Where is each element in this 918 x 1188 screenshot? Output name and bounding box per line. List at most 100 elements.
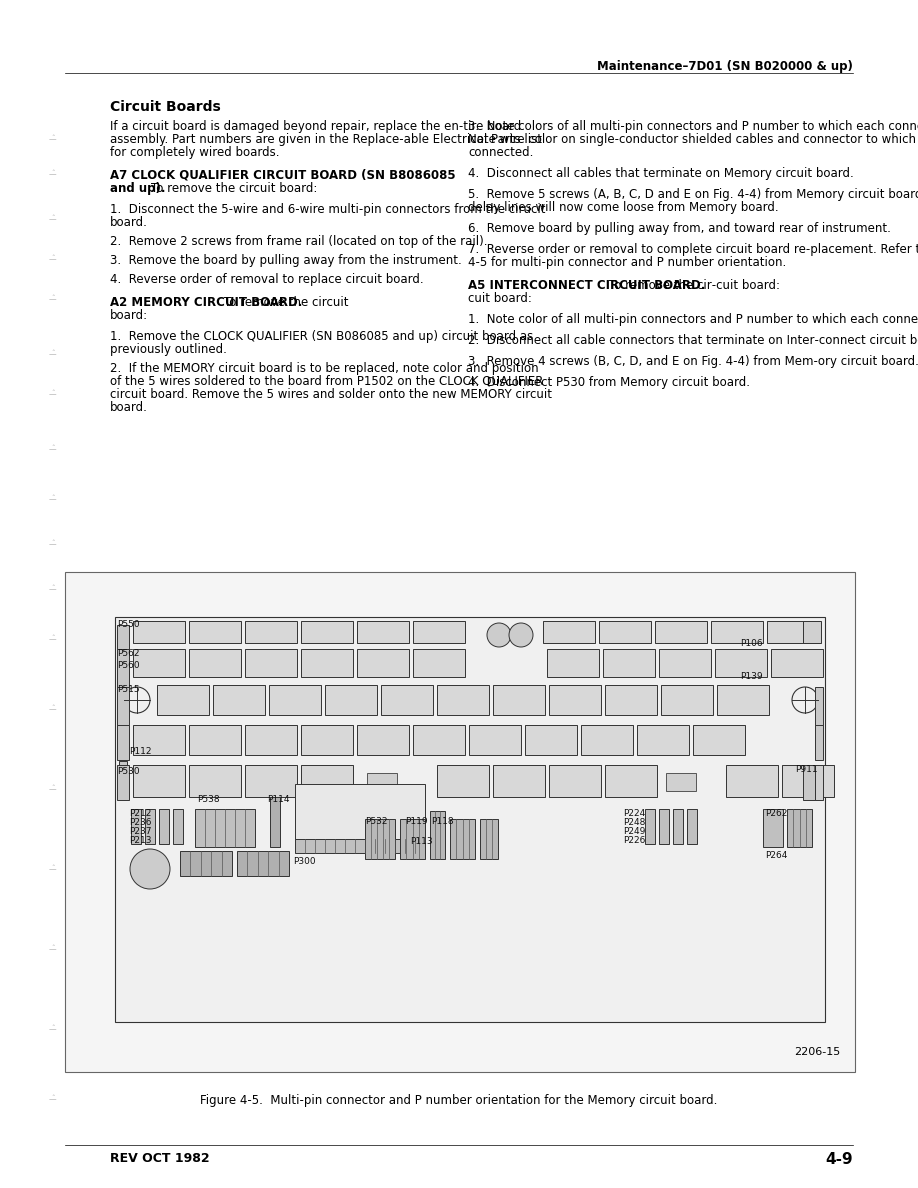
Text: board:: board: — [110, 309, 148, 322]
Bar — [245, 765, 297, 797]
Text: cuit board:: cuit board: — [468, 292, 532, 305]
Text: A2 MEMORY CIRCUIT BOARD.: A2 MEMORY CIRCUIT BOARD. — [110, 296, 307, 309]
Text: —̂: —̂ — [48, 1095, 56, 1105]
Bar — [437, 685, 489, 715]
Text: Note wire color on single-conductor shielded cables and connector to which each : Note wire color on single-conductor shie… — [468, 133, 918, 146]
Bar — [237, 851, 289, 876]
Text: REV OCT 1982: REV OCT 1982 — [110, 1152, 209, 1165]
Bar — [787, 809, 812, 847]
Bar — [133, 725, 185, 756]
Bar — [357, 725, 409, 756]
Text: —̂: —̂ — [48, 636, 56, 645]
Bar — [117, 687, 129, 748]
Text: P562: P562 — [117, 649, 140, 658]
Bar — [655, 621, 707, 643]
Text: P550: P550 — [117, 620, 140, 628]
Text: P139: P139 — [740, 672, 763, 681]
Text: —̂: —̂ — [48, 946, 56, 954]
Bar — [245, 649, 297, 677]
Bar — [450, 819, 475, 859]
Bar — [666, 773, 696, 791]
Bar — [145, 809, 155, 843]
Bar — [815, 725, 823, 760]
Text: 2.  If the MEMORY circuit board is to be replaced, note color and position: 2. If the MEMORY circuit board is to be … — [110, 362, 539, 375]
Text: 2.  Remove 2 screws from frame rail (located on top of the rail).: 2. Remove 2 screws from frame rail (loca… — [110, 235, 487, 248]
Bar — [357, 621, 409, 643]
Circle shape — [130, 849, 170, 889]
Bar — [543, 621, 595, 643]
Bar — [117, 765, 129, 800]
Text: board.: board. — [110, 402, 148, 413]
Text: P538: P538 — [197, 795, 219, 804]
Bar — [687, 809, 697, 843]
Bar — [301, 621, 353, 643]
Bar — [437, 765, 489, 797]
Text: P515: P515 — [117, 685, 140, 694]
Text: —̂: —̂ — [48, 171, 56, 179]
Bar — [367, 773, 397, 791]
Bar — [469, 725, 521, 756]
Bar — [605, 685, 657, 715]
Bar — [270, 797, 280, 847]
Bar — [189, 765, 241, 797]
Text: To remove the cir­cuit board:: To remove the cir­cuit board: — [609, 279, 780, 292]
Text: P300: P300 — [293, 857, 316, 866]
Bar — [133, 765, 185, 797]
Text: —̂: —̂ — [48, 541, 56, 550]
Text: 3.  Remove 4 screws (B, C, D, and E on Fig. 4-4) from Mem­ory circuit board.: 3. Remove 4 screws (B, C, D, and E on Fi… — [468, 355, 918, 368]
Bar — [815, 765, 823, 800]
Bar — [189, 649, 241, 677]
Text: P530: P530 — [117, 767, 140, 776]
Text: —̂: —̂ — [48, 1025, 56, 1035]
Text: P911: P911 — [795, 765, 818, 775]
Text: P212: P212 — [129, 809, 151, 819]
Bar — [480, 819, 498, 859]
Text: Circuit Boards: Circuit Boards — [110, 100, 220, 114]
Bar — [195, 809, 255, 847]
Bar — [301, 725, 353, 756]
Bar — [661, 685, 713, 715]
Bar — [599, 621, 651, 643]
Text: P119: P119 — [405, 817, 428, 826]
Text: —̂: —̂ — [48, 296, 56, 304]
Bar — [295, 784, 425, 839]
Bar — [245, 621, 297, 643]
Text: 4-9: 4-9 — [825, 1152, 853, 1167]
Text: P264: P264 — [765, 851, 788, 860]
Bar — [581, 725, 633, 756]
Bar — [400, 819, 425, 859]
Text: 3.  Remove the board by pulling away from the instrument.: 3. Remove the board by pulling away from… — [110, 254, 462, 267]
Bar — [693, 725, 745, 756]
Bar — [189, 725, 241, 756]
Bar — [605, 765, 657, 797]
Text: circuit board. Remove the 5 wires and solder onto the new MEMORY circuit: circuit board. Remove the 5 wires and so… — [110, 388, 552, 402]
Text: 4.  Disconnect P530 from Memory circuit board.: 4. Disconnect P530 from Memory circuit b… — [468, 375, 750, 388]
Bar — [301, 765, 353, 797]
Circle shape — [509, 623, 533, 647]
Bar — [549, 685, 601, 715]
Bar — [117, 625, 129, 693]
Bar — [131, 809, 141, 843]
Text: 1.  Note color of all multi-pin connectors and P number to which each connects.: 1. Note color of all multi-pin connector… — [468, 312, 918, 326]
Text: P249: P249 — [623, 827, 645, 836]
Text: —̂: —̂ — [48, 866, 56, 874]
Bar — [659, 649, 711, 677]
Text: P532: P532 — [365, 817, 387, 826]
Bar — [133, 649, 185, 677]
Bar — [803, 765, 815, 800]
Bar — [717, 685, 769, 715]
Text: 2.  Disconnect all cable connectors that terminate on Inter­connect circuit boar: 2. Disconnect all cable connectors that … — [468, 334, 918, 347]
Text: 5.  Remove 5 screws (A, B, C, D and E on Fig. 4-4) from Memory circuit board. Tw: 5. Remove 5 screws (A, B, C, D and E on … — [468, 188, 918, 201]
Bar — [245, 725, 297, 756]
Bar — [430, 811, 445, 859]
Bar — [189, 621, 241, 643]
Text: —̂: —̂ — [48, 135, 56, 145]
Text: of the 5 wires soldered to the board from P1502 on the CLOCK QUALIFIER: of the 5 wires soldered to the board fro… — [110, 375, 543, 388]
Bar — [365, 819, 395, 859]
Text: A7 CLOCK QUALIFIER CIRCUIT BOARD (SN B8086085: A7 CLOCK QUALIFIER CIRCUIT BOARD (SN B80… — [110, 169, 455, 182]
Text: 4.  Disconnect all cables that terminate on Memory circuit board.: 4. Disconnect all cables that terminate … — [468, 168, 854, 181]
Bar — [133, 621, 185, 643]
Text: —̂: —̂ — [48, 785, 56, 795]
Text: —̂: —̂ — [48, 706, 56, 714]
Bar — [637, 725, 689, 756]
